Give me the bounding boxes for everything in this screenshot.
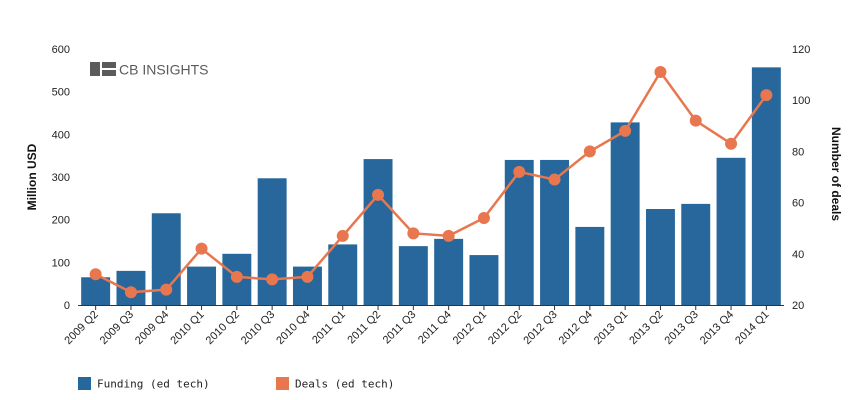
bar-funding [504, 159, 534, 305]
y-axis-left-title: Million USD [25, 143, 39, 210]
bar-funding [257, 178, 287, 305]
x-tick-label: 2012 Q2 [486, 309, 524, 347]
bar-funding [398, 246, 428, 305]
bar-funding [645, 209, 675, 305]
deals-point [230, 270, 243, 283]
x-tick-label: 2009 Q3 [98, 309, 136, 347]
deals-point [654, 66, 667, 79]
y-left-tick-label: 500 [52, 87, 70, 99]
deals-point [583, 145, 596, 158]
y-left-tick-label: 0 [64, 300, 70, 312]
bar-funding [610, 122, 640, 306]
x-tick-label: 2009 Q2 [62, 309, 100, 347]
deals-point [124, 286, 137, 299]
x-tick-label: 2011 Q3 [381, 309, 419, 347]
y-left-tick-label: 100 [52, 257, 70, 269]
y-right-tick-label: 80 [792, 146, 804, 158]
logo-text: CB INSIGHTS [119, 62, 208, 78]
legend-deals-label: Deals (ed tech) [295, 378, 394, 391]
deals-point [336, 229, 349, 242]
y-left-tick-label: 600 [52, 44, 70, 56]
deals-point [513, 165, 526, 178]
y-left-tick-label: 300 [52, 172, 70, 184]
bar-funding [187, 266, 217, 305]
y-right-tick-label: 60 [792, 198, 804, 210]
deals-point [477, 211, 490, 224]
deals-point [407, 227, 420, 240]
deals-point [760, 89, 773, 102]
y-right-tick-label: 20 [792, 300, 804, 312]
deals-point [725, 137, 738, 150]
deals-point [301, 270, 314, 283]
x-tick-label: 2010 Q2 [204, 309, 242, 347]
x-tick-label: 2010 Q4 [274, 309, 312, 347]
x-tick-label: 2013 Q4 [698, 309, 736, 347]
bar-funding [328, 244, 358, 305]
x-tick-label: 2011 Q4 [416, 309, 454, 347]
deals-point [266, 273, 279, 286]
x-tick-label: 2014 Q1 [733, 309, 771, 347]
x-tick-label: 2013 Q2 [627, 309, 665, 347]
y-axis-right-title: Number of deals [829, 127, 843, 221]
x-tick-label: 2012 Q4 [557, 309, 595, 347]
x-tick-label: 2011 Q1 [310, 309, 348, 347]
legend-funding-swatch [78, 377, 91, 390]
x-tick-label: 2011 Q2 [345, 309, 383, 347]
deals-point [89, 268, 102, 281]
x-tick-label: 2010 Q3 [239, 309, 277, 347]
bar-funding [716, 157, 746, 305]
bar-funding [575, 226, 605, 305]
x-tick-label: 2009 Q4 [133, 309, 171, 347]
legend-funding-label: Funding (ed tech) [97, 378, 210, 391]
deals-point [372, 188, 385, 201]
deals-point [195, 242, 208, 255]
bar-funding [469, 255, 499, 305]
deals-line [95, 69, 768, 294]
bar-funding [363, 159, 393, 305]
deals-point [689, 114, 702, 127]
y-right-tick-label: 40 [792, 249, 804, 261]
x-tick-label: 2012 Q3 [521, 309, 559, 347]
cb-insights-logo: CB INSIGHTS [90, 62, 208, 78]
bar-funding [434, 238, 464, 305]
bar-funding [751, 67, 781, 305]
x-tick-label: 2013 Q3 [663, 309, 701, 347]
x-tick-label: 2013 Q1 [592, 309, 630, 347]
deals-point [548, 173, 561, 186]
deals-point [442, 229, 455, 242]
x-tick-label: 2012 Q1 [451, 309, 489, 347]
x-tick-label: 2010 Q1 [168, 309, 206, 347]
y-left-tick-label: 200 [52, 215, 70, 227]
deals-point [619, 124, 632, 137]
y-left-tick-label: 400 [52, 129, 70, 141]
y-right-tick-label: 120 [792, 44, 810, 56]
bar-funding [681, 203, 711, 305]
y-right-tick-label: 100 [792, 95, 810, 107]
legend-deals-swatch [276, 377, 289, 390]
deals-point [160, 283, 173, 296]
bar-funding [81, 277, 111, 305]
